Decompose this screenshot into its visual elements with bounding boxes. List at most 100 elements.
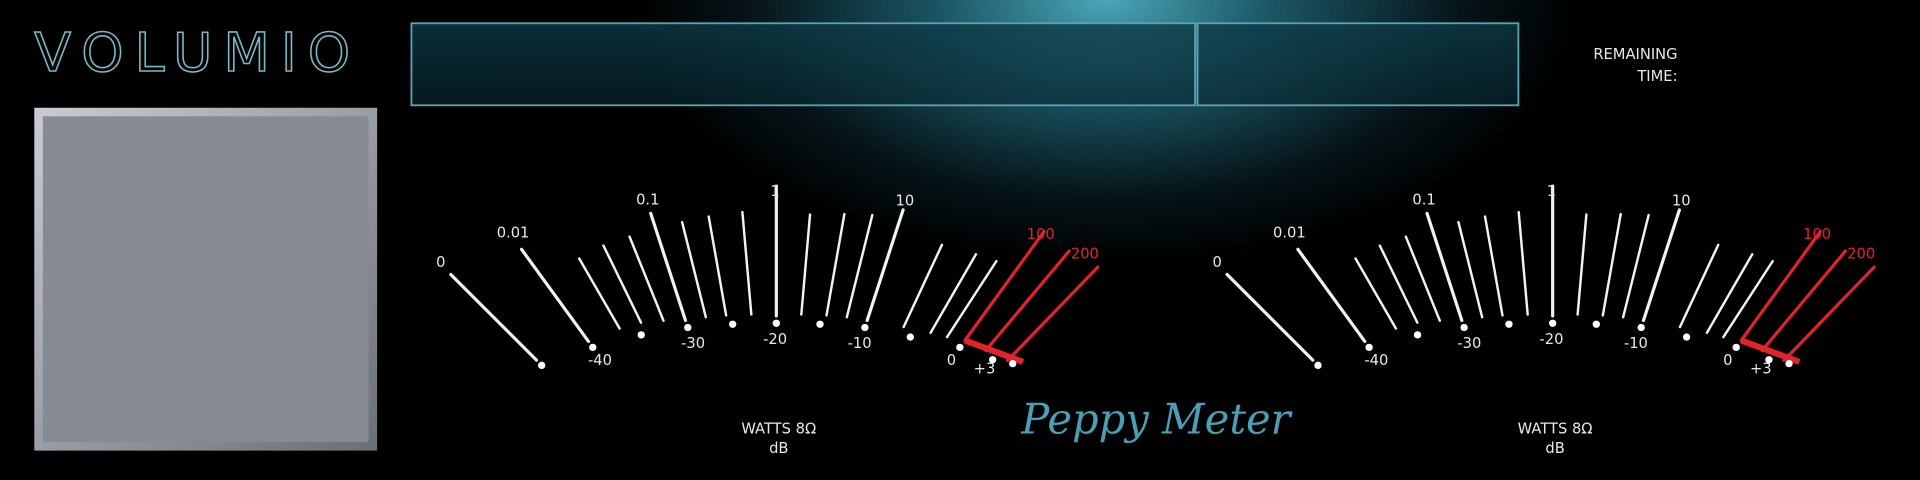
top-scale-label: 10 [896, 193, 915, 210]
scale-tick-red [1782, 265, 1876, 363]
title-panel [410, 22, 1197, 107]
scale-dot [1413, 331, 1422, 339]
scale-tick [825, 212, 846, 317]
scale-dot [728, 320, 737, 328]
scale-tick [1722, 259, 1774, 339]
scale-tick [649, 211, 688, 323]
scale-tick [1517, 210, 1529, 316]
scale-dot [1009, 359, 1017, 368]
top-scale-label: 0.01 [1273, 225, 1306, 242]
scale-tick [1354, 257, 1398, 330]
scale-tick [1576, 213, 1588, 316]
scale-dot [1314, 361, 1322, 370]
info-panel [1196, 22, 1520, 107]
red-zone [1740, 337, 1801, 365]
scale-tick-red [1760, 249, 1848, 353]
red-zone [963, 337, 1025, 365]
scale-dot [1732, 343, 1740, 352]
scale-dot [1365, 343, 1373, 352]
scale-tick-red [1006, 265, 1100, 363]
bottom-scale-label: -30 [1457, 335, 1481, 352]
remaining-label: REMAINING [1593, 46, 1677, 63]
scale-tick [449, 272, 539, 362]
scale-tick [945, 259, 998, 339]
meter-unit: WATTS 8Ω [1518, 420, 1593, 437]
bottom-scale-label: +3 [974, 360, 996, 377]
meter-unit: dB [1545, 440, 1564, 457]
scale-tick [707, 215, 728, 317]
top-scale-label: 0.1 [1412, 191, 1435, 208]
scale-dot [637, 331, 645, 339]
scale-tick [577, 257, 621, 330]
scale-tick [1678, 243, 1720, 329]
scale-tick [800, 213, 812, 316]
scale-tick [929, 253, 978, 334]
scale-dot [1592, 320, 1601, 328]
top-scale-label: 10 [1672, 193, 1691, 210]
bottom-scale-label: -20 [763, 331, 787, 348]
top-scale-label: 1 [770, 183, 779, 200]
scale-tick-red [963, 229, 1046, 343]
scale-dot [816, 320, 824, 328]
scale-tick [1483, 215, 1504, 317]
scale-tick [519, 247, 591, 344]
top-scale-label: 0 [1212, 254, 1221, 271]
bottom-scale-label: 0 [1723, 352, 1732, 369]
scale-tick [1296, 247, 1367, 344]
scale-dot [1460, 323, 1468, 332]
scale-tick [1378, 244, 1419, 324]
scale-dot [1548, 319, 1557, 327]
bottom-scale-label: +3 [1750, 360, 1772, 377]
remaining-label: TIME: [1636, 68, 1677, 85]
scale-tick [1601, 212, 1622, 317]
scale-dot [538, 361, 546, 370]
scale-tick [628, 235, 665, 322]
bottom-scale-label: -20 [1539, 331, 1563, 348]
top-scale-label: 1 [1547, 183, 1556, 200]
bottom-scale-label: -40 [1364, 352, 1388, 369]
bottom-scale-label: -30 [681, 335, 705, 352]
bottom-scale-label: -40 [588, 352, 612, 369]
scale-dot [1765, 356, 1773, 364]
scale-dot [906, 333, 914, 341]
scale-tick [602, 244, 643, 324]
scale-dot [772, 319, 780, 327]
top-scale-label: 200 [1071, 245, 1099, 262]
scale-tick [1404, 235, 1442, 322]
meter-unit: WATTS 8Ω [741, 420, 816, 437]
logo: VOLUMIO [34, 21, 361, 84]
scale-tick [865, 208, 905, 323]
scale-tick [1705, 253, 1754, 334]
bottom-scale-label: 0 [947, 352, 956, 369]
scale-tick-red [1739, 229, 1822, 343]
top-scale-label: 100 [1027, 226, 1055, 243]
scale-tick-red [984, 249, 1071, 353]
scale-tick [1457, 220, 1484, 319]
scale-tick [902, 243, 944, 329]
top-scale-label: 0.1 [636, 191, 659, 208]
top-scale-label: 100 [1803, 226, 1831, 243]
scale-tick [1621, 213, 1650, 319]
scale-dot [956, 343, 964, 352]
scale-tick [1225, 272, 1315, 362]
brand: Peppy Meter [1020, 394, 1292, 443]
scale-dot [589, 343, 597, 352]
scale-dot [1505, 320, 1513, 328]
scale-tick [1425, 211, 1464, 323]
meter-unit: dB [769, 440, 788, 457]
scale-dot [1682, 333, 1691, 341]
scale-tick [680, 220, 708, 319]
scale-dot [1785, 359, 1793, 368]
scale-tick [1641, 208, 1682, 323]
album-art [42, 116, 369, 443]
top-scale-label: 0.01 [497, 225, 530, 242]
bottom-scale-label: -10 [848, 335, 872, 352]
bottom-scale-label: -10 [1624, 335, 1648, 352]
scale-dot [861, 323, 869, 332]
scale-dot [684, 323, 692, 332]
scale-tick [741, 210, 753, 316]
scale-tick [845, 213, 874, 319]
scale-dot [988, 356, 997, 364]
top-scale-label: 0 [436, 254, 445, 271]
